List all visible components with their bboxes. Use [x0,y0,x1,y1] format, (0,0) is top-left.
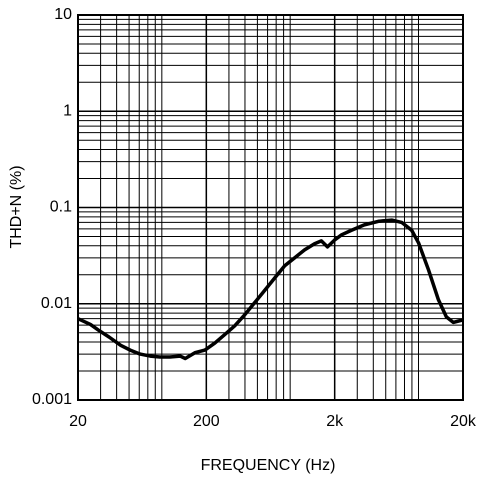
x-tick-label: 2k [326,413,344,430]
y-tick-label: 10 [54,6,72,23]
x-tick-label: 20k [450,413,477,430]
y-axis-label: THD+N (%) [8,165,25,248]
y-tick-label: 0.01 [41,295,72,312]
plot-frame [77,14,464,401]
y-tick-label: 0.001 [32,391,72,408]
data-line [77,218,464,361]
x-tick-label: 20 [69,413,87,430]
y-tick-label: 1 [63,102,72,119]
x-axis-label: FREQUENCY (Hz) [201,457,336,474]
y-tick-label: 0.1 [50,199,72,216]
x-tick-label: 200 [193,413,220,430]
